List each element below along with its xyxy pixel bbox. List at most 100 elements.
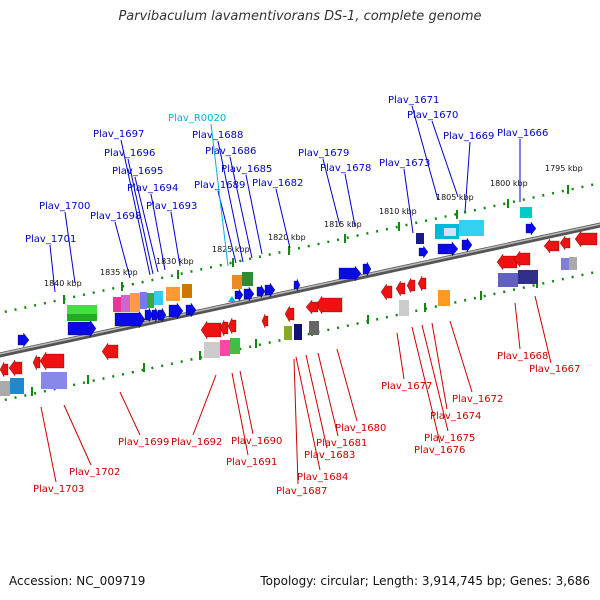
backbone-highlight (0, 223, 600, 355)
gene-arrow-minus (315, 295, 343, 315)
leader-line (344, 173, 356, 227)
leader-line (231, 372, 249, 456)
gene-arrow-minus (284, 305, 295, 323)
leader-line (295, 356, 321, 471)
rna-marker (228, 296, 236, 302)
gene-arrow-minus (261, 313, 269, 329)
annotation-block (438, 290, 450, 306)
scale-label: 1825 kbp (212, 245, 250, 254)
accession-text: Accession: NC_009719 (9, 574, 146, 588)
backbone-group (0, 222, 600, 358)
gene-label-plus: Plav_1678 (320, 163, 371, 174)
gene-arrow-plus (243, 286, 255, 302)
annotation-block (232, 275, 242, 289)
gene-label-minus: Plav_1691 (226, 457, 277, 468)
gene-arrow-minus (8, 359, 23, 377)
gene-label-plus: Plav_1673 (379, 158, 430, 169)
gene-label-plus: Plav_1686 (205, 146, 256, 157)
annotation-block (242, 272, 253, 286)
gene-arrow-minus (574, 230, 598, 248)
annotation-block (498, 273, 518, 287)
leader-line (63, 404, 92, 466)
annotation-block (561, 258, 569, 270)
annotation-block (113, 297, 121, 312)
gene-label-plus: Plav_1697 (93, 129, 144, 140)
gene-label-plus: Plav_1694 (127, 183, 178, 194)
leader-line (411, 105, 439, 201)
annotation-block (182, 284, 192, 298)
gene-arrow-plus (168, 302, 184, 320)
leader-line (150, 193, 166, 271)
gene-arrow-minus (513, 250, 531, 268)
scale-label: 1830 kbp (156, 257, 194, 266)
gene-label-rna: Plav_R0020 (168, 113, 226, 124)
annotation-block (166, 287, 180, 301)
annotation-block (309, 321, 319, 335)
gene-label-plus: Plav_1670 (407, 110, 458, 121)
gene-arrow-minus (395, 280, 406, 297)
leader-line (134, 176, 159, 273)
gene-arrow-minus (227, 317, 237, 335)
callouts-layer: Plav_1671 Plav_1670 Plav_1669 Plav_1666 Plav… (25, 95, 580, 497)
gene-label-minus: Plav_1667 (529, 364, 580, 375)
annotation-block (459, 220, 484, 236)
gene-label-minus: Plav_1692 (171, 437, 222, 448)
leader-line (449, 320, 473, 393)
leader-line (245, 174, 263, 255)
leader-line (120, 139, 151, 276)
leader-line (305, 354, 328, 449)
leader-line (49, 244, 56, 293)
gene-arrow-plus (461, 237, 473, 253)
leader-line (336, 348, 358, 422)
gene-arrow-minus (406, 277, 416, 294)
annotation-block (518, 270, 538, 284)
annotation-block (204, 342, 220, 358)
gene-label-plus: Plav_1693 (146, 201, 197, 212)
leader-line (514, 302, 521, 350)
tracks-layer: 1795 kbp 1800 kbp 1805 kbp 1810 kbp 1815 kbp… (0, 164, 600, 403)
gene-arrow-plus (338, 265, 362, 282)
leader-line (293, 358, 299, 485)
gene-arrow-plus (144, 307, 154, 323)
outer-tick-track (0, 181, 600, 315)
gene-arrow-minus (559, 235, 571, 251)
annotation-block (220, 340, 230, 356)
scale-label: 1835 kbp (100, 268, 138, 277)
annotation-block (294, 324, 302, 340)
annotation-block (444, 228, 456, 236)
scale-label: 1840 kbp (44, 279, 82, 288)
gene-arrow-minus (0, 361, 9, 378)
scale-label: 1805 kbp (436, 193, 474, 202)
gene-arrow-minus (305, 299, 319, 315)
gene-label-plus: Plav_1685 (221, 164, 272, 175)
gene-arrow-minus (417, 275, 427, 292)
annotation-block (284, 326, 292, 340)
gene-arrow-plus (525, 221, 537, 236)
annotation-block (10, 378, 24, 394)
gene-arrow-plus (256, 284, 266, 299)
leader-line (40, 406, 57, 483)
gene-label-plus: Plav_1679 (298, 148, 349, 159)
annotation-block (154, 291, 163, 305)
gene-label-plus: Plav_1682 (252, 178, 303, 189)
gene-label-minus: Plav_1674 (430, 411, 481, 422)
gene-arrow-minus (496, 253, 518, 271)
gene-arrow-minus (380, 283, 393, 301)
leader-line (431, 120, 459, 198)
annotation-block (520, 207, 532, 218)
gene-label-plus: Plav_1695 (112, 166, 163, 177)
gene-arrow-minus (200, 320, 222, 340)
scale-label: 1815 kbp (324, 220, 362, 229)
backbone-line (0, 222, 600, 358)
gene-arrow-plus (67, 319, 97, 338)
gene-label-minus: Plav_1680 (335, 423, 386, 434)
gene-label-plus: Plav_1688 (192, 130, 243, 141)
gene-arrow-minus (543, 238, 560, 254)
gene-label-minus: Plav_1681 (316, 438, 367, 449)
gene-label-minus: Plav_1687 (276, 486, 327, 497)
leader-line (170, 211, 181, 267)
annotation-block (67, 314, 97, 321)
gene-arrow-plus (114, 310, 146, 329)
gene-arrow-plus (151, 307, 160, 323)
